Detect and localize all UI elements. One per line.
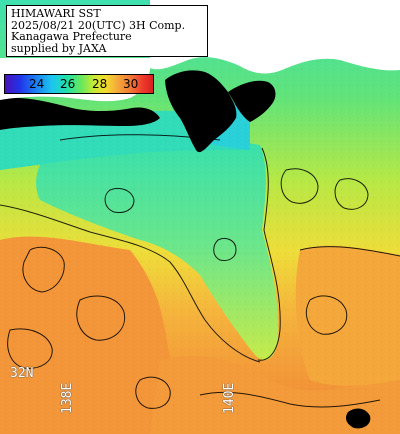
land-boso (228, 80, 276, 122)
longitude-label-east: 140E (222, 382, 237, 414)
title-region: Kanagawa Prefecture (11, 30, 132, 43)
legend-tick-30: 30 (123, 77, 139, 91)
legend-tick-28: 28 (92, 77, 108, 91)
title-product: HIMAWARI SST (11, 7, 101, 20)
land-west-coast (0, 97, 160, 130)
title-credit: supplied by JAXA (11, 41, 107, 55)
map-title-box: HIMAWARI SST 2025/08/21 20(UTC) 3H Comp.… (6, 5, 208, 57)
latitude-label: 32N (10, 366, 34, 381)
legend-tick-24: 24 (29, 77, 45, 91)
land-islet (346, 408, 371, 429)
sst-contours (0, 134, 400, 409)
land-izu-kanagawa (165, 70, 237, 153)
legend-tick-26: 26 (60, 77, 76, 91)
title-datetime: 2025/08/21 20(UTC) 3H Comp. (11, 18, 186, 32)
legend-color-bar (5, 75, 153, 93)
longitude-label-west: 138E (60, 382, 75, 414)
temperature-legend: 24 26 28 30 (4, 74, 154, 94)
